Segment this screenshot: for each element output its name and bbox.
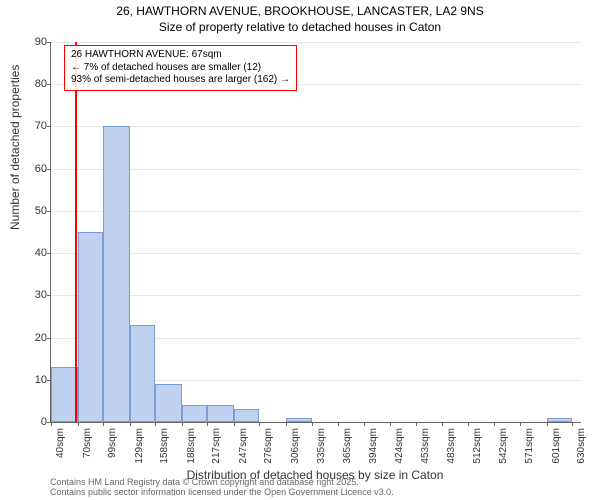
y-tick-label: 0 <box>23 416 47 428</box>
y-tick-label: 60 <box>23 163 47 175</box>
x-tick-mark <box>494 422 495 426</box>
y-tick-mark <box>47 84 51 85</box>
histogram-bar <box>234 409 260 422</box>
x-tick-mark <box>234 422 235 426</box>
chart-title-line1: 26, HAWTHORN AVENUE, BROOKHOUSE, LANCAST… <box>0 4 600 20</box>
gridline <box>51 42 581 43</box>
x-tick-mark <box>442 422 443 426</box>
x-tick-mark <box>207 422 208 426</box>
histogram-bar <box>207 405 234 422</box>
y-tick-mark <box>47 169 51 170</box>
y-tick-label: 50 <box>23 205 47 217</box>
legend-line-3: 93% of semi-detached houses are larger (… <box>71 74 290 87</box>
x-tick-mark <box>468 422 469 426</box>
y-tick-label: 70 <box>23 120 47 132</box>
gridline <box>51 253 581 254</box>
x-tick-mark <box>130 422 131 426</box>
x-tick-mark <box>338 422 339 426</box>
x-tick-mark <box>312 422 313 426</box>
footer-line-2: Contains public sector information licen… <box>50 488 394 498</box>
histogram-bar <box>103 126 130 422</box>
x-tick-mark <box>103 422 104 426</box>
x-tick-mark <box>520 422 521 426</box>
histogram-bar <box>51 367 78 422</box>
histogram-bar <box>182 405 208 422</box>
y-tick-mark <box>47 42 51 43</box>
gridline <box>51 126 581 127</box>
legend-line-1: 26 HAWTHORN AVENUE: 67sqm <box>71 49 290 62</box>
y-tick-label: 20 <box>23 332 47 344</box>
x-tick-mark <box>364 422 365 426</box>
histogram-bar <box>547 418 573 422</box>
chart-title-block: 26, HAWTHORN AVENUE, BROOKHOUSE, LANCAST… <box>0 0 600 35</box>
y-tick-mark <box>47 295 51 296</box>
y-tick-mark <box>47 211 51 212</box>
x-tick-mark <box>259 422 260 426</box>
y-tick-label: 90 <box>23 36 47 48</box>
chart-title-line2: Size of property relative to detached ho… <box>0 20 600 36</box>
footer-attribution: Contains HM Land Registry data © Crown c… <box>50 478 394 498</box>
y-axis-label: Number of detached properties <box>8 65 22 230</box>
x-tick-mark <box>51 422 52 426</box>
chart-area: 010203040506070809040sqm70sqm99sqm129sqm… <box>50 42 580 422</box>
y-tick-mark <box>47 126 51 127</box>
plot-region: 010203040506070809040sqm70sqm99sqm129sqm… <box>50 42 581 423</box>
y-tick-mark <box>47 253 51 254</box>
histogram-bar <box>130 325 156 422</box>
y-tick-mark <box>47 338 51 339</box>
histogram-bar <box>286 418 312 422</box>
y-tick-label: 30 <box>23 289 47 301</box>
legend-box: 26 HAWTHORN AVENUE: 67sqm ← 7% of detach… <box>64 45 297 91</box>
x-tick-mark <box>78 422 79 426</box>
x-tick-mark <box>416 422 417 426</box>
x-tick-mark <box>182 422 183 426</box>
histogram-bar <box>155 384 182 422</box>
x-tick-mark <box>572 422 573 426</box>
x-tick-mark <box>547 422 548 426</box>
y-tick-label: 40 <box>23 247 47 259</box>
gridline <box>51 295 581 296</box>
x-tick-mark <box>390 422 391 426</box>
gridline <box>51 169 581 170</box>
legend-line-2: ← 7% of detached houses are smaller (12) <box>71 62 290 75</box>
gridline <box>51 211 581 212</box>
x-tick-mark <box>155 422 156 426</box>
property-marker-line <box>75 42 77 422</box>
histogram-bar <box>78 232 104 422</box>
y-tick-label: 10 <box>23 374 47 386</box>
y-tick-label: 80 <box>23 78 47 90</box>
x-tick-mark <box>286 422 287 426</box>
